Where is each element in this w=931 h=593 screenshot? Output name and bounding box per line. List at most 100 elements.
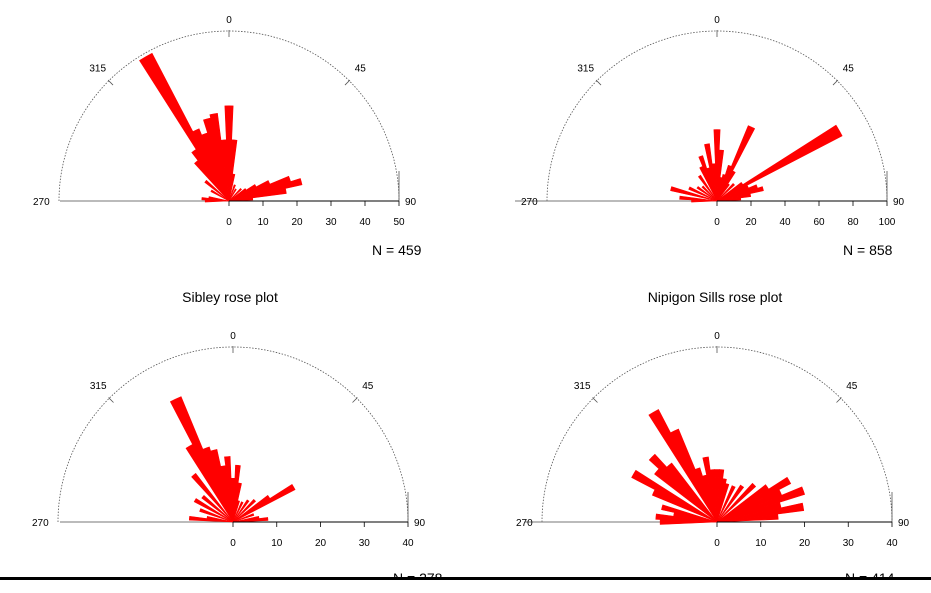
rose-plot-nipigon-sills: 0 20 40 60 80 100 0 45 90 270 315 N = 858 [515, 15, 905, 258]
rose-bar [648, 409, 718, 523]
rose-bar [199, 508, 234, 523]
sample-count-label: N = 278 [393, 570, 443, 580]
direction-label: 315 [574, 381, 591, 392]
radial-tick-label: 40 [402, 538, 414, 549]
direction-tick [108, 397, 114, 403]
radial-tick-label: 20 [315, 538, 327, 549]
rose-bar [711, 163, 718, 202]
rose-bar [716, 193, 752, 202]
rose-bar [696, 186, 718, 202]
rose-bar [224, 105, 234, 202]
direction-label: 90 [893, 197, 905, 208]
direction-label: 270 [521, 197, 538, 208]
rose-bar [209, 113, 230, 202]
radial-tick-label: 10 [271, 538, 283, 549]
direction-tick [352, 397, 358, 403]
rose-bar [716, 502, 805, 523]
direction-label: 0 [714, 15, 720, 26]
rose-bar [228, 197, 254, 202]
direction-tick [595, 79, 602, 86]
rose-bar [210, 189, 230, 202]
radial-tick-label: 30 [325, 217, 337, 228]
rose-bar [704, 143, 718, 202]
rose-bar [709, 469, 718, 523]
rose-bar [206, 515, 234, 523]
radial-tick-label: 30 [843, 538, 855, 549]
outer-arc [58, 30, 400, 202]
direction-label: 270 [32, 518, 49, 529]
radial-tick-label: 50 [393, 217, 405, 228]
rose-bar [232, 483, 296, 523]
sample-count-label: N = 459 [372, 242, 422, 258]
rose-bar [670, 428, 718, 523]
outer-arc [57, 346, 409, 523]
rose-plot-lower-left: 0 10 20 30 40 0 45 90 270 315 N = 278 [32, 331, 443, 580]
rose-bar [716, 124, 843, 202]
radial-tick-label: 20 [291, 217, 303, 228]
rose-bar [713, 129, 721, 202]
radial-tick-label: 60 [813, 217, 825, 228]
rose-bar [232, 517, 269, 523]
rose-bar [716, 125, 756, 202]
rose-bar [208, 196, 230, 202]
direction-tick [836, 397, 842, 403]
radial-tick-label: 10 [257, 217, 269, 228]
radial-tick-label: 0 [714, 217, 720, 228]
caption-nipigon-sills: Nipigon Sills rose plot [647, 289, 783, 305]
direction-label: 270 [33, 197, 50, 208]
rose-bar [232, 499, 250, 523]
direction-label: 90 [405, 197, 417, 208]
rose-bar [202, 446, 234, 523]
rose-bar [232, 513, 255, 523]
direction-label: 90 [898, 518, 910, 529]
rose-bar [139, 52, 230, 202]
rose-bar [701, 185, 718, 202]
radial-tick-label: 20 [745, 217, 757, 228]
outer-arc [546, 30, 888, 202]
sample-count-label: N = 414 [845, 570, 895, 580]
rose-bar [228, 188, 242, 202]
radial-tick-label: 0 [230, 538, 236, 549]
radial-tick-label: 10 [755, 538, 767, 549]
rose-bar [716, 484, 745, 523]
radial-tick-label: 80 [847, 217, 859, 228]
radial-tick-label: 20 [799, 538, 811, 549]
rose-bar [716, 485, 736, 523]
radial-tick-label: 100 [879, 217, 896, 228]
rose-bar [661, 504, 718, 523]
rose-bar [232, 501, 244, 523]
rose-bar [702, 456, 718, 523]
direction-label: 0 [226, 15, 232, 26]
radial-tick-label: 40 [779, 217, 791, 228]
rose-bar [716, 197, 742, 202]
rose-bar [191, 472, 234, 523]
direction-label: 0 [230, 331, 236, 342]
radial-tick-label: 40 [886, 538, 898, 549]
direction-label: 45 [846, 381, 858, 392]
rose-bar [228, 188, 237, 202]
rose-bar [201, 494, 234, 523]
direction-tick [107, 79, 114, 86]
rose-bar [716, 476, 792, 523]
rose-bar [716, 513, 779, 523]
direction-label: 315 [89, 64, 106, 75]
direction-label: 45 [355, 64, 367, 75]
rose-bar [648, 453, 718, 523]
direction-tick [832, 79, 839, 86]
rose-bar [224, 456, 234, 523]
rose-bar [631, 469, 718, 523]
rose-bar [688, 186, 718, 202]
radial-tick-label: 0 [226, 217, 232, 228]
rose-bar [694, 467, 718, 523]
rose-bar [228, 173, 236, 202]
radial-tick-label: 40 [359, 217, 371, 228]
rose-bar [697, 174, 718, 202]
direction-label: 45 [362, 381, 374, 392]
direction-tick [592, 397, 598, 403]
rose-bar [192, 128, 230, 202]
rose-plot-sibley: 0 10 20 30 40 50 0 45 90 270 315 N = 459 [33, 15, 422, 258]
bottom-divider [0, 577, 931, 580]
rose-bar [232, 500, 240, 523]
direction-label: 315 [90, 381, 107, 392]
